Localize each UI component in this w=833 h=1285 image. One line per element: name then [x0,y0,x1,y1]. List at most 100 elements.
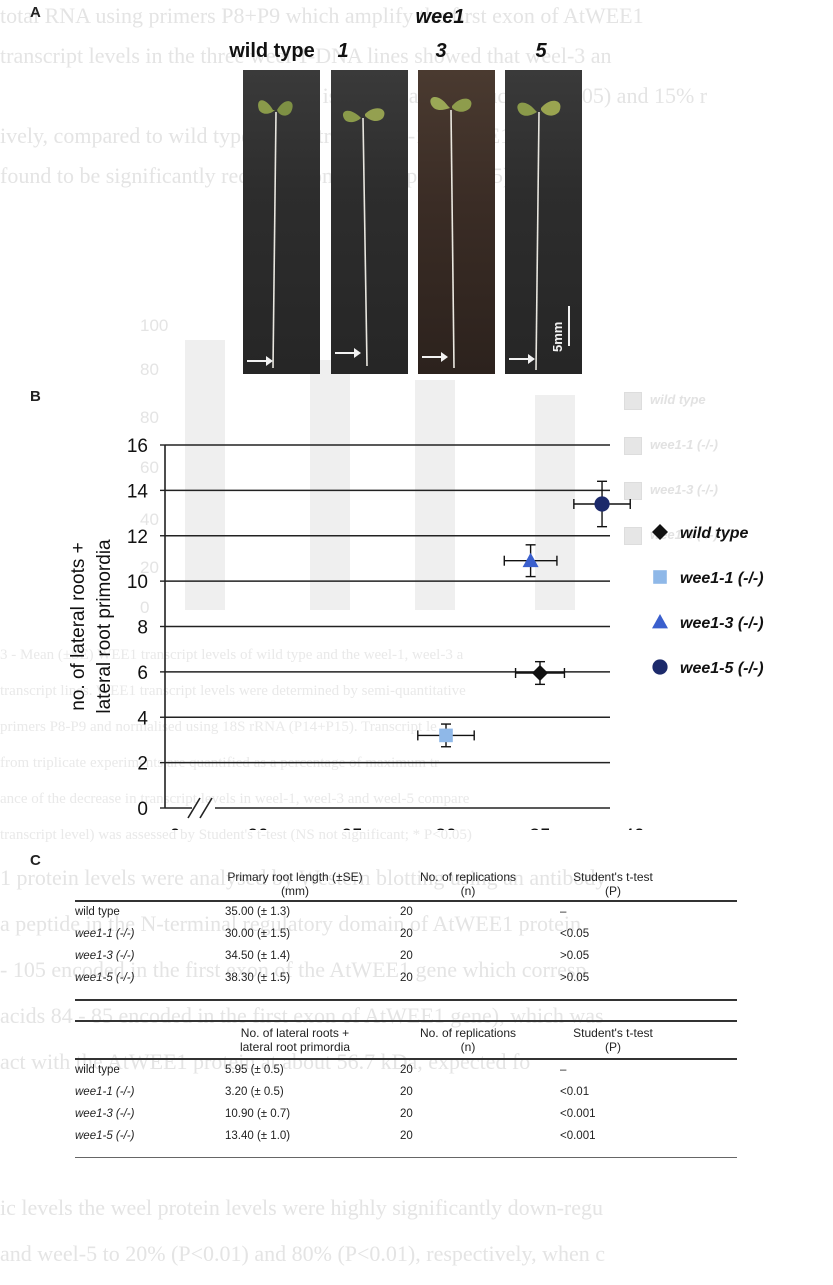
y-tick-label: 4 [137,708,148,729]
table1-row-2-col-2: 20 [400,950,413,962]
photo-label-wee1-3: 3 [435,40,447,62]
legend-item: wee1-3 (-/-) [652,614,764,632]
bg-legend-swatch [624,527,642,545]
table1-header-replications: No. of replications (n) [419,870,517,898]
bg-body-line: - 105 encoded in the first exon of the A… [0,957,587,982]
y-axis-title-line2: lateral root primordia [94,539,115,714]
table1-row-1-col-0: wee1-1 (-/-) [75,928,135,940]
table1-row-0-col-3: – [560,906,567,918]
seedling-photo-wee1-3 [418,70,495,374]
bg-legend-swatch [624,437,642,455]
circle-marker [652,659,668,675]
triangle-marker [522,552,539,568]
bg-body-line: a peptide in the N-terminal regulatory d… [0,911,581,936]
y-tick-label: 6 [137,663,148,684]
table1-row-2-col-3: >0.05 [560,950,590,962]
table1-body: wild type 35.00 (± 1.3) 20 – wee1-1 (-/-) 30.… [75,906,735,996]
seedling-illustration [342,108,385,367]
bg-legend-label: wee1-1 (-/-) [650,437,718,452]
table2-row-0-col-2: 20 [400,1064,413,1076]
root-tip-arrow [247,356,273,366]
circle-marker [594,496,610,512]
table2-row-3-col-1: 13.40 (± 1.0) [225,1130,291,1142]
x-tick-label: 30 [435,826,456,830]
seedling-photo-wild-type [243,70,320,374]
x-tick-label: 35 [529,826,550,830]
panel-letter-c: C [30,852,41,869]
bg-ytick: 100 [140,316,169,335]
data-point-wild-type [514,660,566,686]
table2-row-3-col-0: wee1-5 (-/-) [75,1130,135,1142]
table2-row-2-col-2: 20 [400,1108,413,1120]
table2-top-rule [75,1058,737,1060]
gene-label: wee1 [415,6,465,28]
bg-body-line: act with the AtWEE1 protein at about 56.… [0,1049,531,1074]
y-tick-label: 8 [137,618,148,639]
table2-header-ttest: Student's t-test (P) [573,1026,653,1054]
seedling-photo-wee1-1 [331,70,408,374]
tick-labels: 0 2 4 6 8 10 12 14 16 0 20 25 30 35 40 [127,436,645,830]
table1-row-0-col-0: wild type [75,906,120,918]
legend-label: wee1-1 (-/-) [680,570,764,587]
y-tick-label: 10 [127,572,148,593]
table1-row-2-col-1: 34.50 (± 1.4) [225,950,291,962]
axis-break-mark [199,797,213,819]
y-tick-label: 12 [127,527,148,548]
table1-header-length: Primary root length (±SE) (mm) [227,870,363,898]
table2-top-rule-outer [75,1020,737,1022]
table1-row-1-col-1: 30.00 (± 1.5) [225,928,291,940]
legend-label: wild type [680,525,749,542]
table2-body: wild type 5.95 (± 0.5) 20 – wee1-1 (-/-) 3.20… [75,1064,735,1154]
diamond-marker [652,524,668,540]
table1-row-3-col-0: wee1-5 (-/-) [75,972,135,984]
bg-ytick: 20 [140,558,159,577]
panel-letter-b: B [30,388,41,405]
bg-caption-line: transcript level) was assessed by Studen… [0,827,472,843]
table2-row-3-col-2: 20 [400,1130,413,1142]
legend: wild type wee1-1 (-/-) wee1-3 (-/-) wee1-5 … [652,524,764,677]
y-tick-label: 2 [137,754,148,775]
table2-row-3-col-3: <0.001 [560,1130,596,1142]
bg-legend-label: wild type [650,392,706,407]
photo-label-wee1-1: 1 [337,40,349,62]
table1-row-1-col-3: <0.05 [560,928,590,940]
bg-caption-line: ance of the decrease in transcript level… [0,791,470,807]
root-tip-arrow [509,354,535,364]
y-tick-label: 0 [137,799,148,820]
axis-break-mark [187,797,201,819]
photo-label-wild-type: wild type [229,40,315,62]
gridlines [165,444,610,764]
x-tick-label: 0 [170,826,181,830]
table1-header-ttest: Student's t-test (P) [573,870,653,898]
table1-row-3-col-1: 38.30 (± 1.5) [225,972,291,984]
bg-ytick: 80 [140,408,159,427]
table1-row-3-col-3: >0.05 [560,972,590,984]
seedling-illustration [258,100,293,369]
x-tick-label: 25 [341,826,362,830]
root-tip-arrow [422,352,448,362]
bg-body-line: and weel-5 to 20% (P<0.01) and 80% (P<0.… [0,1241,606,1266]
table1-row-3-col-2: 20 [400,972,413,984]
seedling-photo-wee1-5: 5mm [505,70,582,374]
bg-body-line: ic levels the weel protein levels were h… [0,1195,603,1220]
legend-item: wee1-5 (-/-) [652,659,764,677]
table2-row-1-col-2: 20 [400,1086,413,1098]
legend-item: wee1-1 (-/-) [653,570,764,587]
bg-ytick: 40 [140,510,159,529]
y-tick-label: 16 [127,436,148,457]
bg-bar [535,395,575,610]
data-point-wee1-5- [573,480,631,528]
seedling-illustration [517,100,561,371]
diamond-marker [532,665,548,682]
bg-ytick: 0 [140,598,150,617]
table2-header-replications: No. of replications (n) [419,1026,517,1054]
table2-row-1-col-3: <0.01 [560,1086,590,1098]
axes [160,444,610,819]
legend-label: wee1-3 (-/-) [680,615,764,632]
scale-bar-label: 5mm [550,321,565,352]
data-point-wee1-3- [503,544,558,578]
scatter-chart: 0 2 4 6 8 10 12 14 16 0 20 25 30 35 40 wild type wee1-1… [68,436,764,830]
bg-line: transcript levels in the three weel T-DN… [0,43,612,68]
table1-row-0-col-2: 20 [400,906,413,918]
table2-row-1-col-0: wee1-1 (-/-) [75,1086,135,1098]
